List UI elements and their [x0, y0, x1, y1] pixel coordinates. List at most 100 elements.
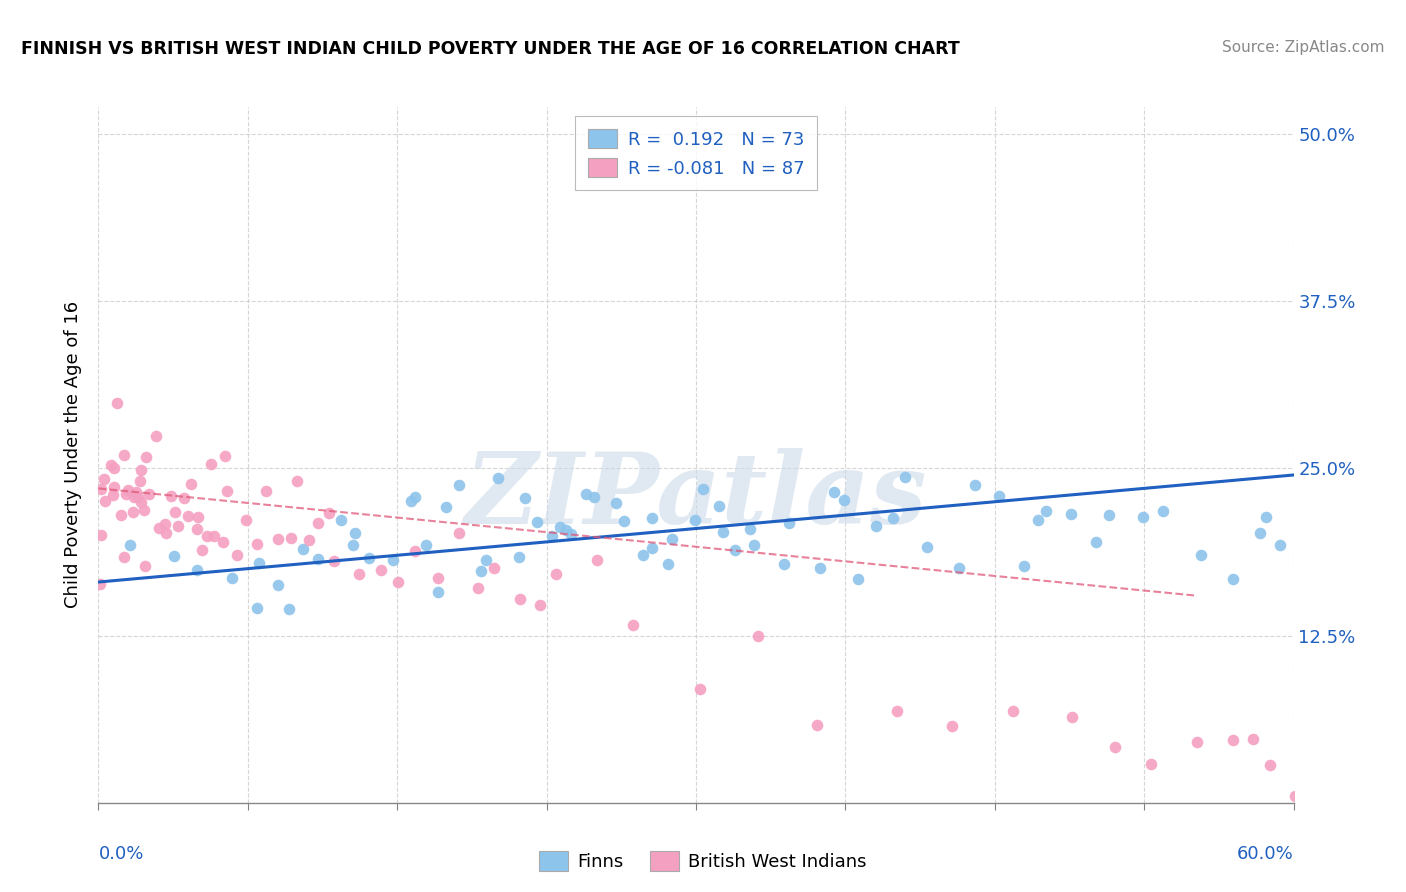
Point — [1059, 507, 1081, 521]
Point — [1104, 740, 1126, 755]
Point — [621, 617, 644, 632]
Point — [560, 527, 582, 541]
Point — [134, 558, 156, 573]
Point — [806, 718, 828, 732]
Point — [467, 581, 489, 595]
Point — [1098, 508, 1121, 523]
Point — [93, 471, 115, 485]
Point — [1241, 732, 1264, 747]
Point — [1026, 513, 1049, 527]
Point — [575, 487, 598, 501]
Point — [153, 517, 176, 532]
Point — [1012, 559, 1035, 574]
Point — [215, 484, 238, 499]
Point — [1140, 757, 1163, 772]
Point — [1152, 504, 1174, 518]
Point — [740, 522, 762, 536]
Point — [330, 513, 353, 527]
Point — [246, 601, 269, 615]
Point — [155, 525, 177, 540]
Point — [1250, 525, 1272, 540]
Point — [1035, 504, 1057, 518]
Point — [641, 511, 664, 525]
Point — [657, 558, 679, 572]
Point — [1256, 510, 1278, 524]
Point — [427, 571, 450, 585]
Point — [1085, 534, 1108, 549]
Point — [692, 482, 714, 496]
Point — [711, 524, 734, 539]
Point — [254, 484, 277, 499]
Point — [118, 538, 141, 552]
Point — [103, 488, 125, 502]
Point — [381, 552, 404, 566]
Point — [1189, 549, 1212, 563]
Point — [447, 525, 470, 540]
Point — [280, 532, 302, 546]
Point — [221, 571, 243, 585]
Point — [93, 493, 115, 508]
Point — [323, 554, 346, 568]
Point — [103, 460, 125, 475]
Point — [307, 552, 329, 566]
Point — [1284, 789, 1306, 803]
Point — [187, 510, 209, 524]
Point — [200, 457, 222, 471]
Point — [605, 496, 627, 510]
Point — [190, 543, 212, 558]
Point — [941, 719, 963, 733]
Y-axis label: Child Poverty Under the Age of 16: Child Poverty Under the Age of 16 — [63, 301, 82, 608]
Text: FINNISH VS BRITISH WEST INDIAN CHILD POVERTY UNDER THE AGE OF 16 CORRELATION CHA: FINNISH VS BRITISH WEST INDIAN CHILD POV… — [21, 40, 960, 58]
Point — [1062, 709, 1084, 723]
Point — [117, 483, 139, 497]
Point — [470, 564, 492, 578]
Point — [865, 519, 887, 533]
Point — [401, 494, 423, 508]
Point — [129, 495, 152, 509]
Point — [987, 489, 1010, 503]
Point — [267, 533, 290, 547]
Point — [486, 471, 509, 485]
Point — [426, 585, 449, 599]
Point — [1260, 758, 1282, 772]
Point — [742, 538, 765, 552]
Point — [707, 500, 730, 514]
Point — [640, 541, 662, 556]
Point — [235, 512, 257, 526]
Point — [173, 491, 195, 506]
Point — [112, 448, 135, 462]
Point — [540, 529, 562, 543]
Point — [134, 503, 156, 517]
Point — [689, 681, 711, 696]
Point — [1185, 735, 1208, 749]
Point — [434, 500, 457, 514]
Point — [1222, 572, 1244, 586]
Point — [404, 544, 426, 558]
Point — [415, 537, 437, 551]
Point — [1305, 789, 1327, 803]
Point — [404, 491, 426, 505]
Point — [778, 516, 800, 530]
Point — [586, 553, 609, 567]
Point — [948, 561, 970, 575]
Text: ZIPatlas: ZIPatlas — [465, 449, 927, 545]
Point — [882, 511, 904, 525]
Point — [177, 508, 200, 523]
Point — [808, 561, 831, 575]
Point — [965, 478, 987, 492]
Point — [631, 548, 654, 562]
Point — [661, 532, 683, 546]
Point — [105, 396, 128, 410]
Point — [529, 598, 551, 612]
Point — [186, 522, 208, 536]
Point — [202, 529, 225, 543]
Point — [246, 537, 269, 551]
Point — [724, 543, 747, 558]
Point — [1340, 789, 1362, 803]
Point — [475, 553, 498, 567]
Point — [225, 549, 247, 563]
Point — [127, 490, 149, 504]
Text: 60.0%: 60.0% — [1237, 845, 1294, 863]
Point — [214, 450, 236, 464]
Point — [180, 476, 202, 491]
